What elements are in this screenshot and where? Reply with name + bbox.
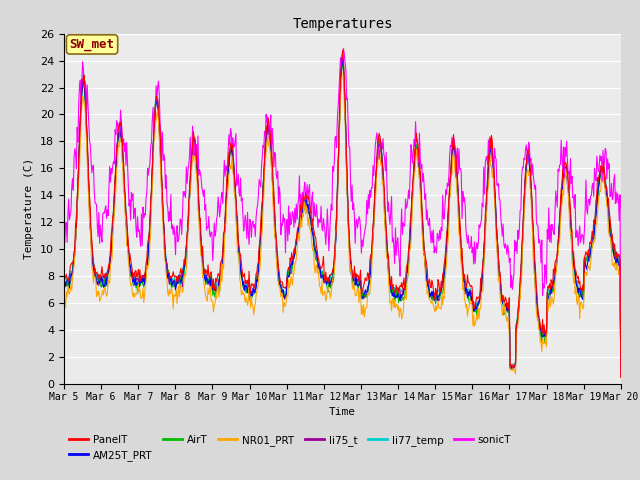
NR01_PRT xyxy=(428,300,435,306)
li75_t xyxy=(70,251,78,257)
NR01_PRT xyxy=(617,374,625,380)
NR01_PRT xyxy=(60,293,68,299)
Y-axis label: Temperature (C): Temperature (C) xyxy=(24,158,35,259)
AirT xyxy=(60,287,68,292)
li75_t xyxy=(127,270,135,276)
AirT xyxy=(214,283,221,289)
sonicT xyxy=(60,237,68,242)
AM25T_PRT xyxy=(339,57,347,63)
NR01_PRT xyxy=(127,280,135,286)
Legend: PanelT, AM25T_PRT, AirT, NR01_PRT, li75_t, li77_temp, sonicT: PanelT, AM25T_PRT, AirT, NR01_PRT, li75_… xyxy=(69,435,511,461)
AM25T_PRT xyxy=(428,293,435,299)
X-axis label: Time: Time xyxy=(329,407,356,417)
AirT xyxy=(428,291,435,297)
Line: AirT: AirT xyxy=(64,65,621,375)
AM25T_PRT xyxy=(214,281,221,287)
li77_temp xyxy=(184,221,192,227)
li77_temp xyxy=(428,295,435,301)
Line: sonicT: sonicT xyxy=(64,48,621,376)
PanelT xyxy=(60,276,68,282)
PanelT xyxy=(70,250,78,255)
Title: Temperatures: Temperatures xyxy=(292,17,393,31)
Line: AM25T_PRT: AM25T_PRT xyxy=(64,60,621,377)
AM25T_PRT xyxy=(411,156,419,162)
li75_t xyxy=(184,223,192,229)
Line: NR01_PRT: NR01_PRT xyxy=(64,73,621,377)
AM25T_PRT xyxy=(127,273,135,278)
li77_temp xyxy=(617,374,625,380)
li75_t xyxy=(338,55,346,61)
PanelT xyxy=(339,47,347,53)
sonicT xyxy=(617,373,625,379)
sonicT xyxy=(340,46,348,51)
AM25T_PRT xyxy=(70,257,78,263)
li75_t xyxy=(60,276,68,282)
PanelT xyxy=(127,262,135,267)
li75_t xyxy=(617,374,625,380)
NR01_PRT xyxy=(411,169,419,175)
NR01_PRT xyxy=(70,263,78,268)
sonicT xyxy=(428,240,435,246)
NR01_PRT xyxy=(339,71,347,76)
li77_temp xyxy=(411,154,419,159)
AM25T_PRT xyxy=(617,374,625,380)
li77_temp xyxy=(127,270,135,276)
PanelT xyxy=(214,276,221,281)
li77_temp xyxy=(70,256,78,262)
PanelT xyxy=(411,146,419,152)
AirT xyxy=(184,225,192,231)
AirT xyxy=(411,160,419,166)
PanelT xyxy=(184,226,192,232)
AirT xyxy=(127,275,135,280)
li77_temp xyxy=(214,279,221,285)
AM25T_PRT xyxy=(184,225,192,230)
sonicT xyxy=(214,212,221,218)
sonicT xyxy=(184,168,192,174)
PanelT xyxy=(617,374,625,380)
NR01_PRT xyxy=(214,282,221,288)
li75_t xyxy=(411,155,419,160)
li75_t xyxy=(214,286,221,291)
Line: PanelT: PanelT xyxy=(64,50,621,377)
Line: li77_temp: li77_temp xyxy=(64,58,621,377)
AirT xyxy=(617,372,625,378)
AirT xyxy=(70,257,78,263)
li75_t xyxy=(428,290,435,296)
li77_temp xyxy=(338,55,346,60)
sonicT xyxy=(70,155,78,160)
sonicT xyxy=(127,190,135,195)
NR01_PRT xyxy=(184,225,192,231)
sonicT xyxy=(411,144,419,149)
PanelT xyxy=(428,285,435,290)
AM25T_PRT xyxy=(60,277,68,283)
AirT xyxy=(338,62,346,68)
Text: SW_met: SW_met xyxy=(70,38,115,51)
Line: li75_t: li75_t xyxy=(64,58,621,377)
li77_temp xyxy=(60,279,68,285)
